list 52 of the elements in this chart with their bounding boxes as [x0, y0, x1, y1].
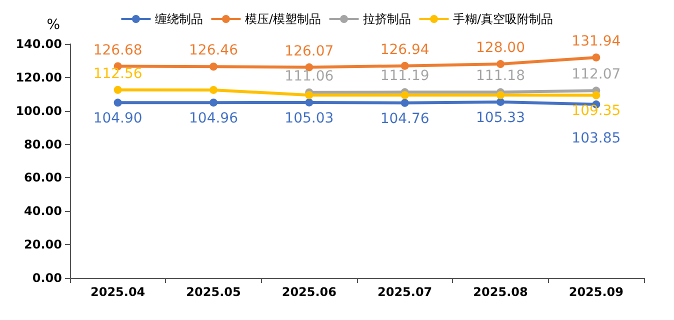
point — [592, 91, 600, 100]
y-tick-label: 80.00 — [24, 137, 62, 152]
point — [114, 98, 122, 107]
point — [210, 86, 218, 94]
legend-label: 手糊/真空吸附制品 — [453, 12, 554, 26]
point — [210, 62, 218, 71]
point — [305, 91, 314, 100]
x-tick-label: 2025.09 — [568, 285, 624, 299]
data-label: 104.76 — [380, 110, 430, 127]
point — [400, 62, 409, 70]
data-label: 126.46 — [189, 42, 238, 59]
y-tick-label: 0.00 — [32, 271, 62, 285]
data-label: 105.33 — [476, 110, 525, 126]
data-label: 111.18 — [476, 68, 525, 84]
point — [114, 86, 122, 94]
y-tick-label: 120.00 — [16, 70, 62, 84]
point — [592, 53, 600, 62]
data-label: 111.06 — [284, 68, 334, 84]
point — [400, 98, 409, 107]
y-tick-label: 100.00 — [16, 104, 62, 118]
legend-label: 拉挤制品 — [363, 12, 411, 26]
data-label: 109.35 — [572, 103, 621, 120]
legend-label: 模压/模塑制品 — [244, 12, 322, 26]
point — [496, 91, 504, 100]
y-tick-label: 40.00 — [24, 204, 62, 218]
data-label: 111.19 — [380, 68, 430, 84]
x-tick-label: 2025.04 — [90, 285, 146, 299]
y-tick-label: 60.00 — [24, 170, 62, 185]
x-tick-label: 2025.06 — [282, 285, 336, 299]
x-tick-label: 2025.05 — [186, 285, 241, 299]
data-label: 126.94 — [380, 42, 430, 58]
y-axis-title: % — [46, 17, 60, 33]
point — [496, 60, 504, 68]
data-label: 128.00 — [476, 40, 525, 56]
y-tick-label: 20.00 — [24, 238, 62, 252]
data-label: 112.07 — [572, 66, 621, 83]
point — [496, 98, 504, 106]
data-label: 103.85 — [572, 130, 621, 146]
point — [400, 91, 409, 100]
point — [210, 98, 218, 107]
data-label: 126.07 — [284, 43, 334, 60]
data-label: 104.96 — [189, 110, 238, 127]
data-label: 131.94 — [572, 33, 621, 50]
data-label: 105.03 — [284, 110, 334, 126]
data-label: 112.56 — [93, 66, 142, 82]
x-tick-label: 2025.07 — [378, 285, 432, 299]
legend-label: 缠绕制品 — [154, 12, 203, 26]
y-tick-label: 140.00 — [16, 37, 62, 51]
x-tick-label: 2025.08 — [473, 285, 528, 299]
data-label: 104.90 — [93, 110, 142, 127]
point — [305, 98, 314, 106]
data-label: 126.68 — [93, 42, 142, 58]
